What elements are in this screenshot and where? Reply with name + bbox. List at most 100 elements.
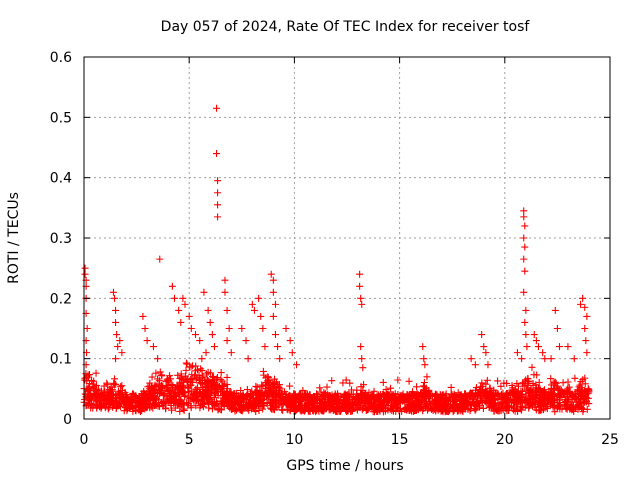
data-point	[143, 337, 151, 345]
data-point	[352, 400, 360, 408]
data-point	[136, 394, 144, 402]
data-point	[170, 294, 178, 302]
data-point	[168, 406, 176, 414]
data-point	[266, 399, 274, 407]
data-point	[198, 367, 206, 375]
data-point	[359, 364, 367, 372]
data-point	[210, 343, 218, 351]
data-point	[180, 376, 188, 384]
data-point	[466, 407, 474, 415]
data-point	[139, 393, 147, 401]
data-point	[194, 392, 202, 400]
data-point	[405, 377, 413, 385]
data-point	[498, 402, 506, 410]
data-point	[497, 407, 505, 415]
data-point	[416, 399, 424, 407]
data-point	[360, 399, 368, 407]
y-tick-label: 0.3	[50, 231, 72, 247]
data-point	[579, 376, 587, 384]
data-point	[408, 390, 416, 398]
plot-frame	[83, 56, 611, 420]
data-point	[113, 399, 121, 407]
data-point	[486, 393, 494, 401]
data-point	[196, 401, 204, 409]
data-point	[278, 393, 286, 401]
data-point	[521, 403, 529, 411]
data-point	[549, 379, 557, 387]
data-point	[120, 407, 128, 415]
data-point	[288, 349, 296, 357]
y-axis-tick-labels: 0 0.1 0.2 0.3 0.4 0.5 0.6	[50, 50, 72, 428]
data-point	[539, 349, 547, 357]
data-point	[323, 399, 331, 407]
data-point	[175, 395, 183, 403]
data-point	[348, 386, 356, 394]
data-point	[259, 401, 267, 409]
data-point	[411, 403, 419, 411]
data-point	[81, 270, 89, 278]
x-tick-label: 10	[285, 432, 303, 448]
data-point	[276, 355, 284, 363]
data-point	[291, 394, 299, 402]
data-point	[551, 306, 559, 314]
data-point	[214, 201, 222, 209]
data-point	[165, 398, 173, 406]
data-point	[275, 383, 283, 391]
data-point	[420, 355, 428, 363]
data-point	[382, 385, 390, 393]
data-point	[518, 406, 526, 414]
data-point	[376, 396, 384, 404]
data-point	[530, 371, 538, 379]
data-point	[520, 213, 528, 221]
data-point	[227, 388, 235, 396]
data-point	[187, 325, 195, 332]
data-point	[571, 374, 579, 382]
data-point	[191, 367, 199, 375]
data-point	[447, 383, 455, 391]
data-point	[264, 384, 272, 392]
data-point	[179, 294, 187, 302]
data-point	[135, 399, 143, 407]
data-point	[182, 359, 190, 367]
data-point	[484, 392, 492, 400]
data-point	[384, 392, 392, 400]
data-point	[242, 337, 250, 345]
data-point	[503, 390, 511, 398]
data-point	[116, 337, 124, 345]
data-point	[564, 378, 572, 386]
grid	[84, 57, 610, 419]
data-point	[513, 349, 521, 357]
data-point	[421, 392, 429, 400]
data-point	[238, 406, 246, 414]
data-point	[248, 403, 256, 411]
data-point	[431, 390, 439, 398]
data-point	[149, 343, 157, 351]
data-point	[423, 373, 431, 381]
data-point	[474, 390, 482, 398]
data-point	[103, 381, 111, 389]
data-point	[483, 376, 491, 384]
data-point	[580, 405, 588, 413]
data-point	[259, 405, 267, 413]
data-point	[252, 382, 260, 390]
data-point	[152, 369, 160, 377]
data-point	[377, 399, 385, 407]
data-point	[192, 331, 200, 339]
data-point	[420, 390, 428, 398]
data-point	[345, 400, 353, 408]
data-point	[423, 401, 431, 409]
data-point	[217, 369, 225, 377]
data-point	[269, 288, 277, 296]
data-point	[476, 403, 484, 411]
data-point	[298, 406, 306, 414]
data-point	[356, 270, 364, 278]
data-point	[223, 337, 231, 345]
axis-ticks	[83, 56, 611, 420]
data-point	[467, 401, 475, 409]
data-point	[564, 343, 572, 351]
data-point	[213, 399, 221, 407]
data-point	[364, 400, 372, 408]
data-point	[566, 390, 574, 398]
data-point	[435, 405, 443, 413]
data-point	[187, 375, 195, 383]
